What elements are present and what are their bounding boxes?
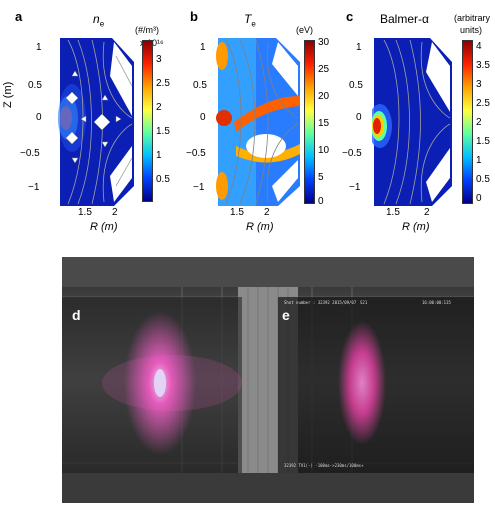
panel-c-cb-tick-4: 4 [476, 41, 482, 52]
panel-b-r-tick-2: 2 [264, 207, 270, 218]
panel-b-title-main: T [244, 12, 252, 26]
z-tick-neg1: −1 [28, 182, 40, 193]
panel-c-unit-line1: (arbitrary [454, 13, 491, 23]
panel-c-z-tick-1: 1 [356, 42, 362, 53]
photo-header-right: 16:00:00:135 [422, 300, 451, 305]
panel-c-cb-tick-3: 3 [476, 79, 482, 90]
panel-c-r-label: R (m) [402, 221, 430, 233]
panel-c-colorbar [462, 40, 473, 204]
panel-b-z-tick-1: 1 [200, 42, 206, 53]
panel-b-letter: b [190, 9, 198, 24]
panel-c-cb-tick-0: 0 [476, 193, 482, 204]
panel-b-cb-tick-15: 15 [318, 118, 330, 129]
panel-c-title: Balmer-α [380, 12, 429, 26]
photo-footer: 32392 TV1(-) -100ms->230ms/100ms+ [284, 463, 364, 468]
panel-a-colorbar [142, 40, 153, 202]
z-tick-neg0.5: −0.5 [20, 148, 40, 159]
panel-c-plot [372, 36, 452, 208]
panel-a-plot [58, 36, 134, 208]
panel-c-map [372, 36, 452, 208]
panel-c-cb-tick-2.5: 2.5 [476, 98, 490, 109]
z-tick-0.5: 0.5 [28, 80, 42, 91]
panel-c-cb-tick-3.5: 3.5 [476, 60, 490, 71]
panel-a-cb-tick-3: 3 [156, 54, 162, 65]
panel-b-r-tick-1.5: 1.5 [230, 207, 244, 218]
panel-b-z-tick-0: 0 [200, 112, 206, 123]
z-axis-label: Z (m) [2, 82, 14, 108]
panel-a-title: ne [93, 12, 104, 28]
panel-a-letter: a [15, 9, 23, 24]
panel-b-z-tick-0.5: 0.5 [193, 80, 207, 91]
panel-a-title-sub: e [99, 19, 105, 29]
panel-b-plot [216, 36, 300, 208]
panel-b-cb-tick-20: 20 [318, 91, 330, 102]
panel-b-colorbar [304, 40, 315, 204]
vessel-photo-image [62, 257, 474, 503]
photo-label-e: e [282, 307, 290, 323]
panel-c-z-tick-0.5: 0.5 [349, 80, 363, 91]
panel-c-r-tick-1.5: 1.5 [386, 207, 400, 218]
photo-header-left: Shot number : 32392 2015/09/07 [284, 300, 357, 305]
panel-a-cb-tick-1: 1 [156, 150, 162, 161]
panel-b-z-tick-neg0.5: −0.5 [186, 148, 206, 159]
panel-a-unit: (#/m³) [135, 25, 159, 35]
panel-a-map [58, 36, 134, 208]
photo-header-mid: S21 [360, 300, 368, 305]
panel-c-cb-tick-2: 2 [476, 117, 482, 128]
panel-b-cb-tick-30: 30 [318, 37, 330, 48]
panel-c-z-tick-0: 0 [356, 112, 362, 123]
panel-a-cb-tick-0.5: 0.5 [156, 174, 170, 185]
panel-a-cb-tick-2: 2 [156, 102, 162, 113]
panel-a-r-tick-2: 2 [112, 207, 118, 218]
panel-b-cb-tick-25: 25 [318, 64, 330, 75]
vessel-photo: d e Shot number : 32392 2015/09/07 S21 1… [62, 257, 474, 503]
panel-a-r-tick-1.5: 1.5 [78, 207, 92, 218]
panel-c-cb-tick-1: 1 [476, 155, 482, 166]
panel-b-z-tick-neg1: −1 [193, 182, 205, 193]
panel-b-r-label: R (m) [246, 221, 274, 233]
z-axis-label-text: Z (m) [2, 81, 14, 108]
panel-b-unit: (eV) [296, 25, 314, 35]
panel-c-z-tick-neg0.5: −0.5 [342, 148, 362, 159]
panel-b-cb-tick-10: 10 [318, 145, 330, 156]
photo-label-d: d [72, 307, 81, 323]
panel-b-cb-tick-0: 0 [318, 196, 324, 207]
panel-a-r-label: R (m) [90, 221, 118, 233]
panel-a-title-main: n [93, 12, 100, 26]
panel-b-title: Te [244, 12, 256, 28]
panel-c-cb-tick-1.5: 1.5 [476, 136, 490, 147]
panel-b-cb-tick-5: 5 [318, 172, 324, 183]
panel-a-cb-tick-1.5: 1.5 [156, 126, 170, 137]
panel-c-cb-tick-0.5: 0.5 [476, 174, 490, 185]
panel-c-r-tick-2: 2 [424, 207, 430, 218]
panel-b-map [216, 36, 300, 208]
panel-c-unit-line2: units) [460, 25, 483, 35]
panel-a-cb-tick-2.5: 2.5 [156, 78, 170, 89]
panel-c-letter: c [346, 9, 354, 24]
panel-c-z-tick-neg1: −1 [349, 182, 361, 193]
z-tick-0: 0 [36, 112, 42, 123]
z-tick-1: 1 [36, 42, 42, 53]
panel-b-title-sub: e [251, 19, 256, 29]
